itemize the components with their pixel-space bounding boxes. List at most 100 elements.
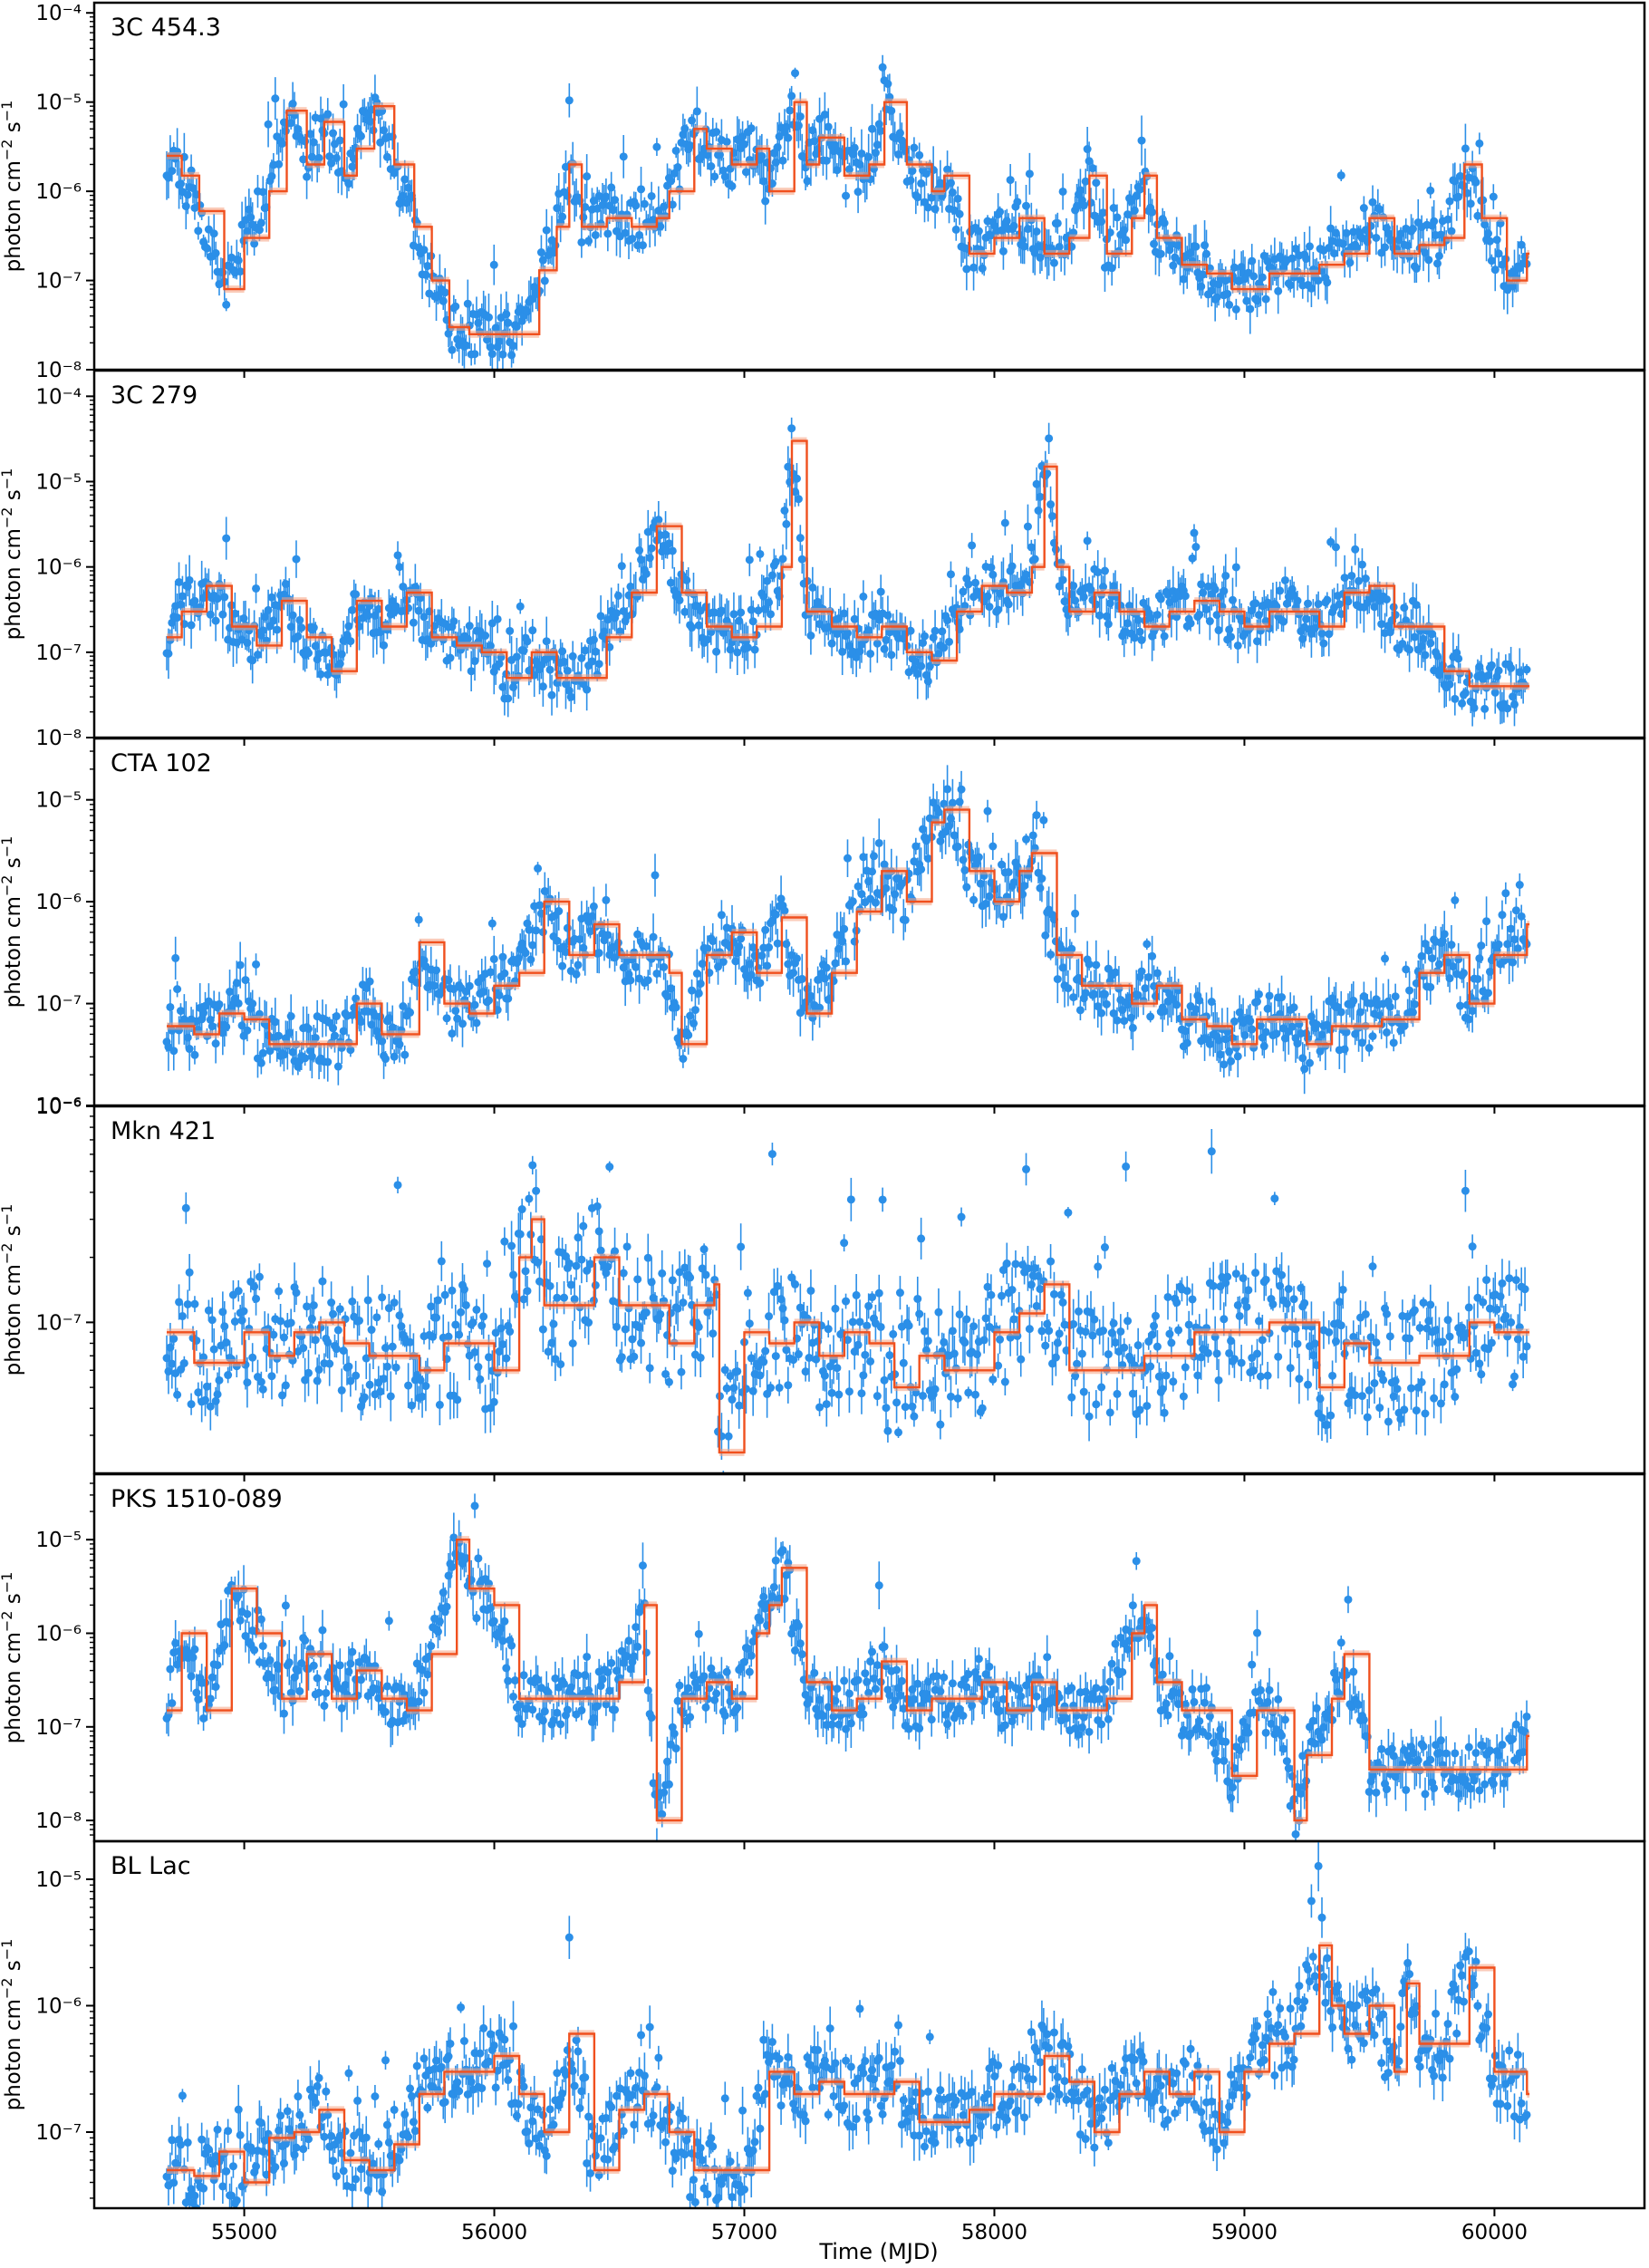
data-point <box>498 952 507 961</box>
data-point <box>1148 951 1157 960</box>
data-point <box>968 541 977 550</box>
data-point <box>1461 689 1470 698</box>
data-point <box>1156 594 1165 603</box>
data-point <box>288 611 297 620</box>
data-point <box>1046 500 1056 509</box>
data-point <box>688 623 697 632</box>
data-point <box>382 152 391 161</box>
data-point <box>906 176 915 185</box>
data-point <box>1490 265 1500 275</box>
data-point <box>563 923 572 932</box>
data-point <box>1135 627 1144 636</box>
data-point <box>955 209 964 218</box>
data-point <box>551 241 560 250</box>
data-point <box>1028 831 1037 840</box>
data-point <box>1008 562 1017 571</box>
data-point <box>1002 217 1011 226</box>
y-tick-label: 10⁻⁵ <box>35 789 82 813</box>
data-point <box>917 179 926 188</box>
data-point <box>913 193 922 202</box>
data-point <box>686 1011 695 1020</box>
data-point <box>1085 960 1094 969</box>
data-point <box>838 647 847 656</box>
data-point <box>1046 950 1056 959</box>
data-point <box>1445 974 1454 983</box>
data-point <box>1156 249 1165 258</box>
data-point <box>707 162 716 171</box>
data-point <box>756 979 765 988</box>
data-point <box>581 202 590 211</box>
data-point <box>874 615 883 624</box>
data-point <box>329 1024 338 1033</box>
data-point <box>395 563 404 572</box>
data-point <box>458 1019 468 1028</box>
data-point <box>814 975 823 984</box>
block-step-line <box>167 808 1530 1046</box>
data-point <box>378 1037 387 1046</box>
data-point <box>498 350 507 359</box>
data-point <box>1037 874 1046 883</box>
data-point <box>234 256 243 265</box>
data-point <box>1097 217 1106 226</box>
data-point <box>1447 941 1456 950</box>
data-point <box>297 623 306 632</box>
data-point <box>782 940 791 949</box>
data-point <box>765 943 774 952</box>
data-point <box>1372 233 1381 242</box>
data-point <box>869 852 878 861</box>
data-point <box>1113 213 1122 222</box>
data-point <box>720 172 729 181</box>
data-point <box>1426 982 1435 991</box>
data-point <box>1345 258 1355 267</box>
data-point <box>1473 974 1482 983</box>
data-point <box>985 892 994 901</box>
data-point <box>786 106 795 115</box>
data-point <box>1417 951 1426 960</box>
data-point <box>495 990 504 999</box>
data-point <box>579 213 588 222</box>
data-point <box>959 587 968 596</box>
data-point <box>566 692 575 701</box>
data-point <box>643 976 652 985</box>
data-point <box>528 941 537 950</box>
data-point <box>778 555 787 564</box>
data-point <box>241 976 250 985</box>
data-point <box>1253 637 1262 646</box>
data-point <box>1036 253 1045 262</box>
data-point <box>1361 574 1370 583</box>
data-point <box>526 955 535 964</box>
data-point <box>258 188 267 197</box>
data-point <box>1069 993 1078 1002</box>
data-point <box>833 166 842 175</box>
data-point <box>694 621 703 630</box>
data-point <box>1509 935 1519 944</box>
data-point <box>337 650 346 659</box>
data-point <box>923 203 932 212</box>
data-point <box>1137 967 1146 976</box>
data-point <box>632 201 641 210</box>
data-point <box>1023 225 1032 234</box>
data-point <box>1220 1060 1229 1069</box>
data-point <box>323 670 333 679</box>
data-point <box>703 635 712 644</box>
data-point <box>889 905 898 914</box>
data-point <box>1498 911 1507 920</box>
data-point <box>745 555 754 565</box>
data-point <box>1258 273 1267 282</box>
data-point <box>512 652 521 661</box>
data-point <box>987 563 996 572</box>
data-point <box>1022 570 1031 579</box>
data-point <box>743 643 752 652</box>
data-point <box>575 935 584 944</box>
data-point <box>946 570 955 579</box>
data-point <box>509 342 518 351</box>
data-point <box>568 651 577 661</box>
data-point <box>183 1033 192 1042</box>
data-point <box>325 152 334 161</box>
data-point <box>709 937 718 946</box>
data-point <box>876 126 885 135</box>
data-point <box>717 911 726 920</box>
data-point <box>202 244 211 253</box>
data-point <box>173 985 182 994</box>
